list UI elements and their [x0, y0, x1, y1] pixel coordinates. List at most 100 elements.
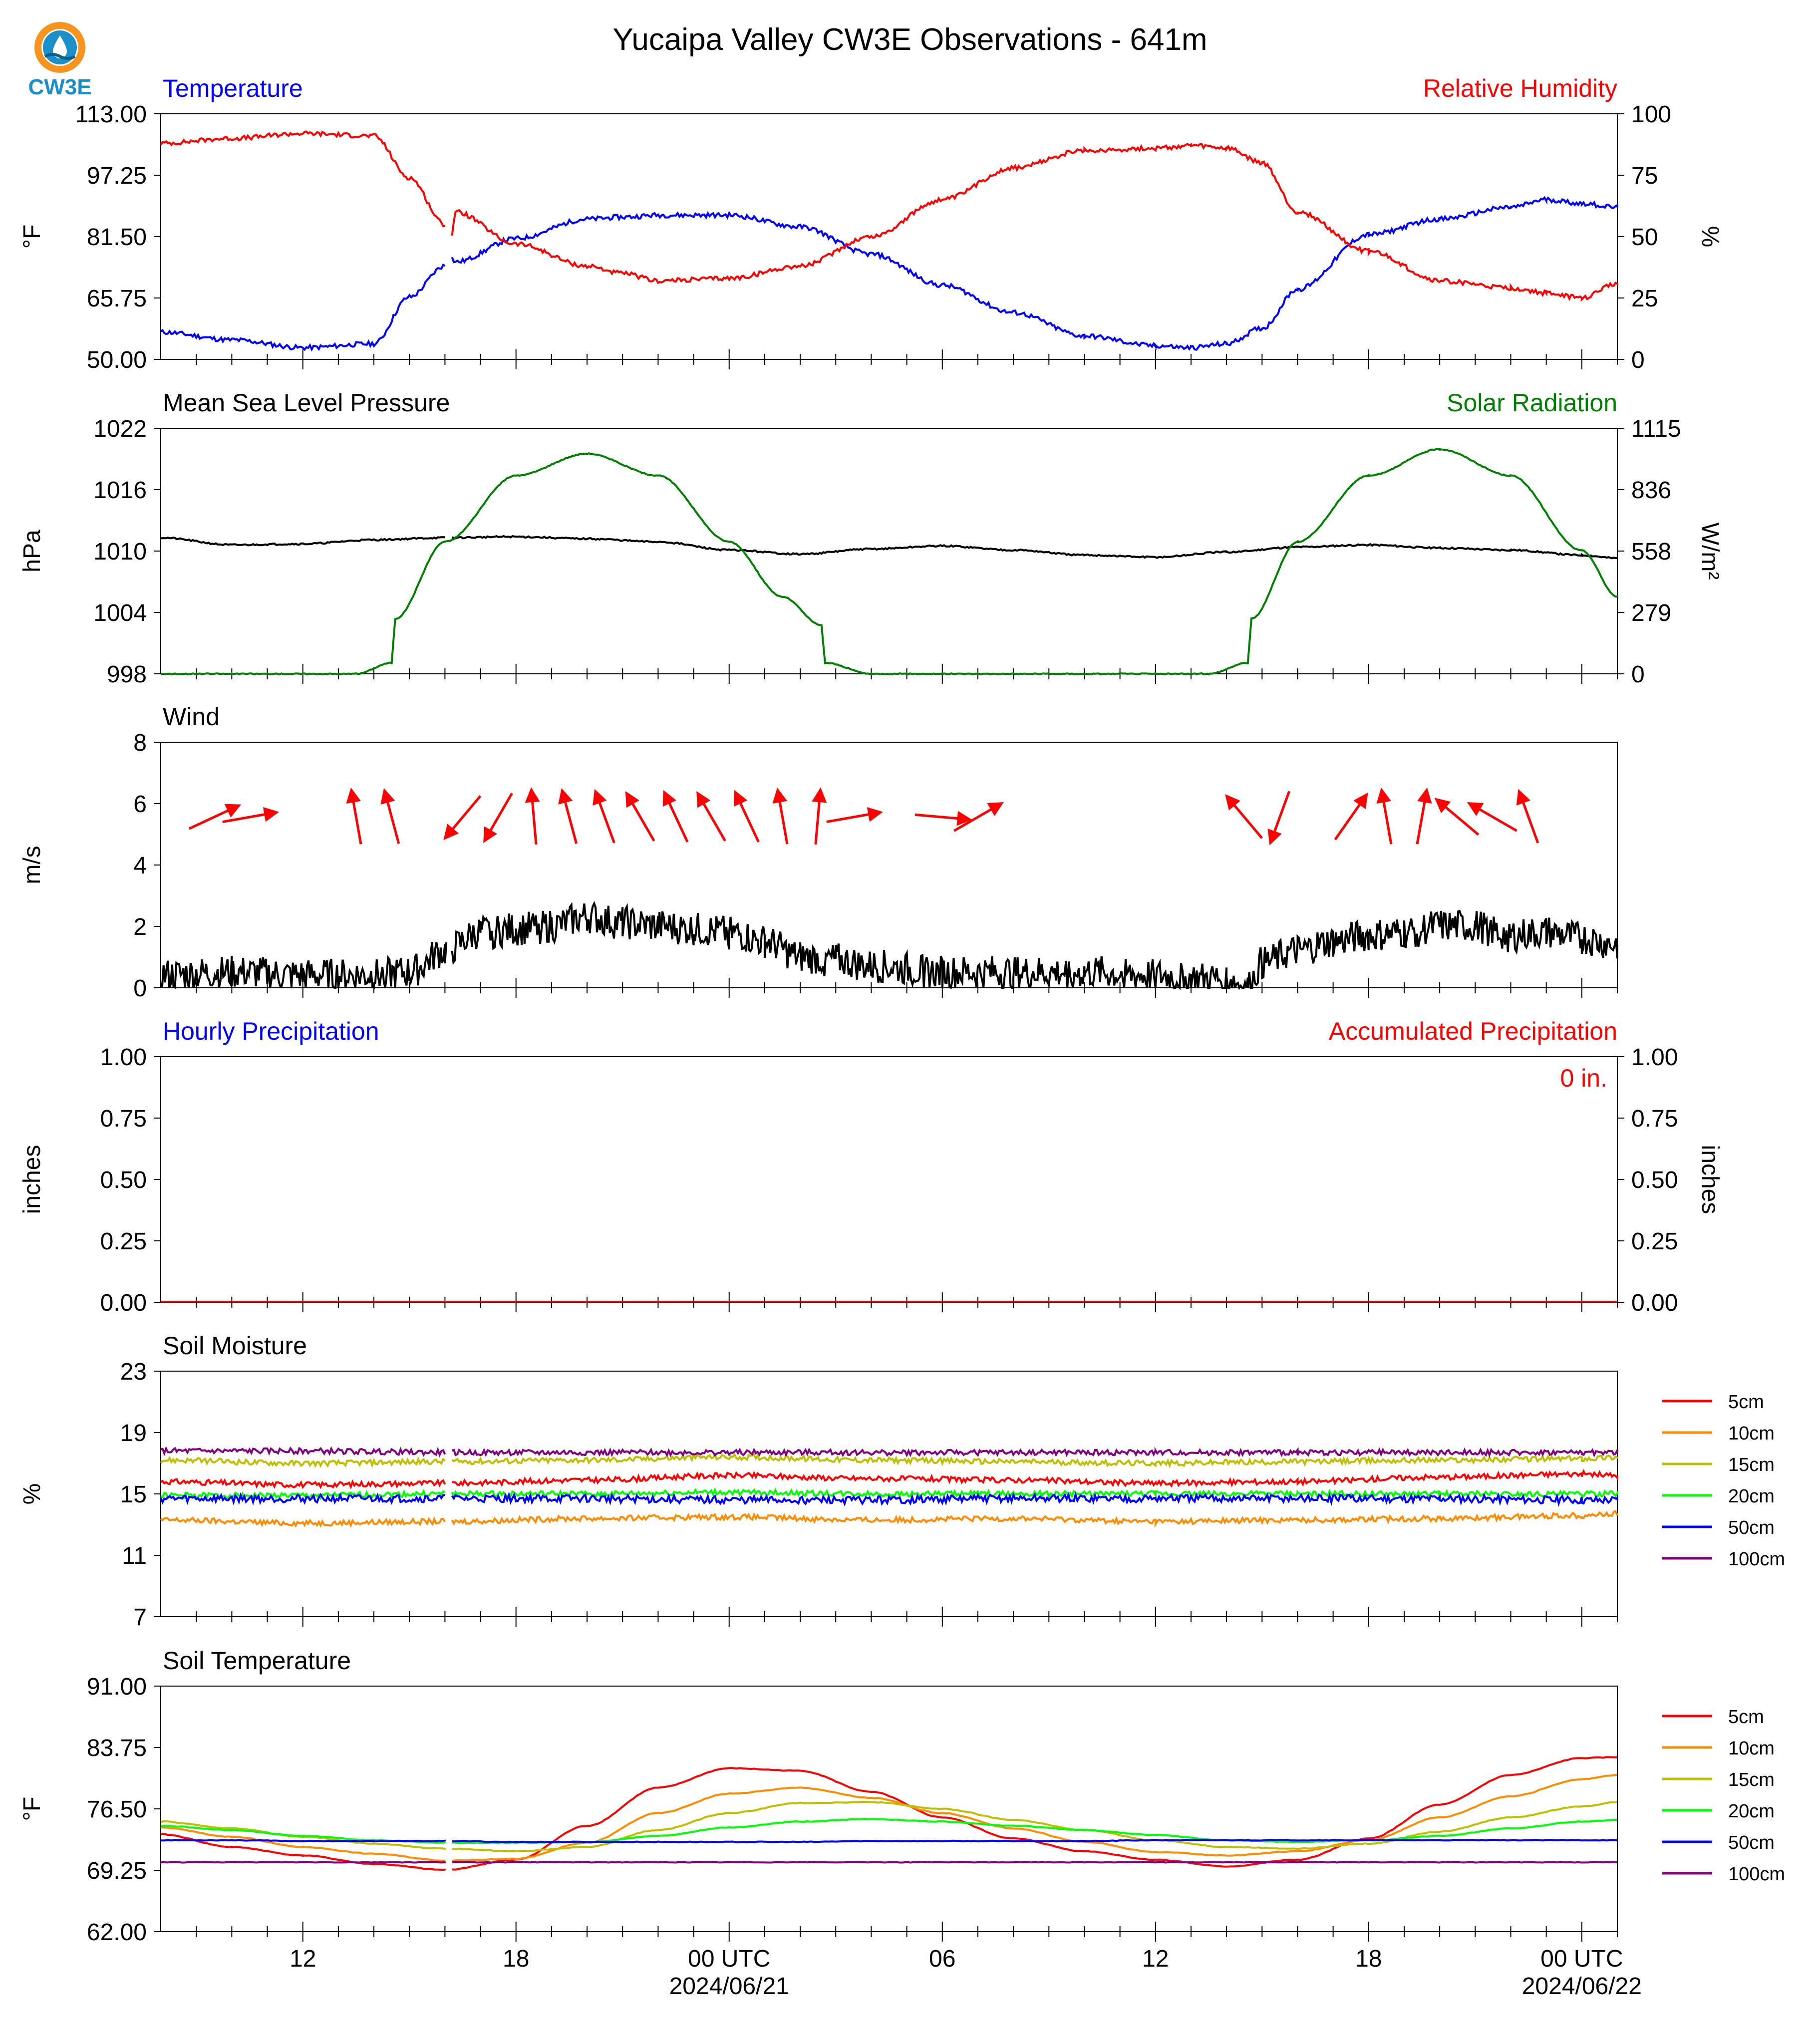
chart-title: Yucaipa Valley CW3E Observations - 641m [612, 22, 1207, 57]
wind-arrow [625, 791, 655, 842]
series-soil-moisture-10cm [160, 1510, 1618, 1528]
wind-arrow [1334, 792, 1368, 841]
y-tick-label-left: 0.50 [100, 1167, 147, 1193]
wind-arrow [593, 789, 615, 844]
panel-title-right: Relative Humidity [1423, 74, 1617, 102]
series-soil-moisture-20cm [160, 1487, 1618, 1500]
cw3e-logo: CW3E [28, 22, 92, 99]
wind-arrow [1467, 802, 1517, 832]
series-soil-moisture-100cm [160, 1446, 1618, 1458]
panel-soil-moisture: Soil Moisture 23 19 15 11 7% 5cm 10cm 15cm 20cm 50… [19, 1332, 1785, 1631]
y-tick-label-right: 279 [1631, 600, 1671, 626]
y-tick-label-left: 69.25 [87, 1858, 147, 1884]
y-tick-label-left: 81.50 [87, 224, 147, 251]
panel-frame [160, 113, 1618, 360]
series-solar-radiation [160, 448, 1618, 676]
x-tick-label: 00 UTC [688, 1946, 770, 1972]
wind-arrow [662, 790, 689, 843]
y-tick-label-right: 0.50 [1631, 1167, 1678, 1193]
y-tick-label-left: 0 [133, 975, 147, 1002]
logo-text: CW3E [28, 75, 91, 99]
y-tick-label-left: 65.75 [87, 286, 147, 312]
y-tick-label-left: 0.75 [100, 1106, 147, 1132]
panel-title-left: Soil Temperature [163, 1647, 351, 1675]
x-tick-label: 12 [290, 1946, 316, 1972]
legend-entry: 50cm [1728, 1832, 1775, 1853]
wind-arrow [1516, 789, 1539, 844]
accumulated-total-annotation: 0 in. [1560, 1064, 1607, 1092]
y-tick-label-left: 1016 [93, 477, 147, 504]
y-axis-label-right: inches [1697, 1145, 1723, 1214]
y-tick-label-left: 50.00 [87, 347, 147, 373]
y-tick-label-left: 0.25 [100, 1228, 147, 1255]
y-tick-label-right: 25 [1631, 286, 1658, 312]
y-tick-label-left: 62.00 [87, 1919, 147, 1946]
y-tick-label-left: 11 [122, 1543, 147, 1569]
y-tick-label-right: 1.00 [1631, 1044, 1678, 1071]
logo-drop-icon [53, 35, 67, 58]
y-axis-label-left: hPa [19, 530, 45, 573]
legend-entry: 100cm [1728, 1549, 1785, 1570]
wind-arrow [953, 802, 1004, 832]
y-tick-label-right: 836 [1631, 477, 1671, 504]
y-tick-label-left: 113.00 [75, 101, 147, 128]
y-axis-label-left: inches [19, 1145, 45, 1214]
panel-title-left: Wind [163, 703, 220, 731]
panel-wind: Wind 8 6 4 2 0 m/s [19, 703, 1618, 1002]
y-tick-label-right: 50 [1631, 224, 1658, 251]
panel-title-left: Mean Sea Level Pressure [163, 389, 450, 417]
logo-wave-icon [44, 53, 76, 60]
y-tick-label-left: 0.00 [100, 1290, 147, 1316]
y-tick-label-left: 15 [120, 1481, 147, 1508]
wind-arrow [188, 804, 242, 830]
y-tick-label-left: 2 [133, 914, 147, 940]
panels: Temperature Relative Humidity 113.00 97.25 8… [19, 74, 1785, 1946]
y-tick-label-right: 0 [1631, 661, 1645, 688]
panel-title-left: Soil Moisture [163, 1332, 307, 1360]
series-soil-moisture-5cm [160, 1468, 1618, 1490]
wind-arrow [826, 807, 883, 824]
panel-title-right: Accumulated Precipitation [1329, 1017, 1617, 1045]
panel-title-left: Hourly Precipitation [163, 1017, 379, 1045]
legend-entry: 100cm [1728, 1864, 1785, 1885]
series-soil-temperature-10cm [160, 1774, 1618, 1862]
x-tick-label: 18 [1355, 1946, 1382, 1972]
y-axis-label-right: % [1697, 226, 1723, 248]
y-tick-label-right: 100 [1631, 101, 1671, 128]
series-soil-moisture-15cm [160, 1452, 1618, 1468]
y-tick-label-left: 6 [133, 791, 147, 818]
y-axis-label-left: °F [19, 1797, 45, 1821]
y-tick-label-left: 1004 [93, 600, 147, 626]
panel-precipitation: Hourly Precipitation Accumulated Precipit… [19, 1017, 1723, 1316]
legend-entry: 15cm [1728, 1769, 1775, 1790]
wind-arrow [1267, 791, 1291, 846]
legend-entry: 15cm [1728, 1454, 1775, 1475]
wind-arrow [812, 787, 827, 845]
x-date-label: 2024/06/22 [1522, 1973, 1642, 2000]
y-tick-label-left: 91.00 [87, 1674, 147, 1700]
legend-entry: 10cm [1728, 1423, 1775, 1444]
y-tick-label-left: 8 [133, 730, 147, 756]
series-relative-humidity [160, 130, 1618, 302]
legend-entry: 5cm [1728, 1707, 1764, 1728]
y-axis-label-left: °F [19, 225, 45, 249]
legend-entry: 5cm [1728, 1392, 1764, 1413]
legend-entry: 20cm [1728, 1801, 1775, 1822]
y-tick-label-left: 1.00 [100, 1044, 147, 1071]
wind-arrow [1416, 787, 1432, 845]
series-temperature [160, 196, 1618, 352]
y-tick-label-left: 83.75 [87, 1735, 147, 1761]
y-tick-label-left: 7 [133, 1604, 147, 1631]
legend-entry: 10cm [1728, 1738, 1775, 1759]
wind-arrow [914, 811, 972, 826]
panel-pressure-solar: Mean Sea Level Pressure Solar Radiation 10… [19, 389, 1723, 688]
wind-arrow [772, 787, 789, 845]
logo-ring-icon [34, 22, 85, 73]
wind-arrow [558, 788, 578, 844]
y-tick-label-right: 0.00 [1631, 1290, 1678, 1316]
y-tick-label-right: 75 [1631, 163, 1658, 189]
y-tick-label-right: 1115 [1631, 416, 1681, 442]
y-tick-label-left: 97.25 [87, 163, 147, 189]
y-tick-label-right: 0 [1631, 347, 1645, 373]
